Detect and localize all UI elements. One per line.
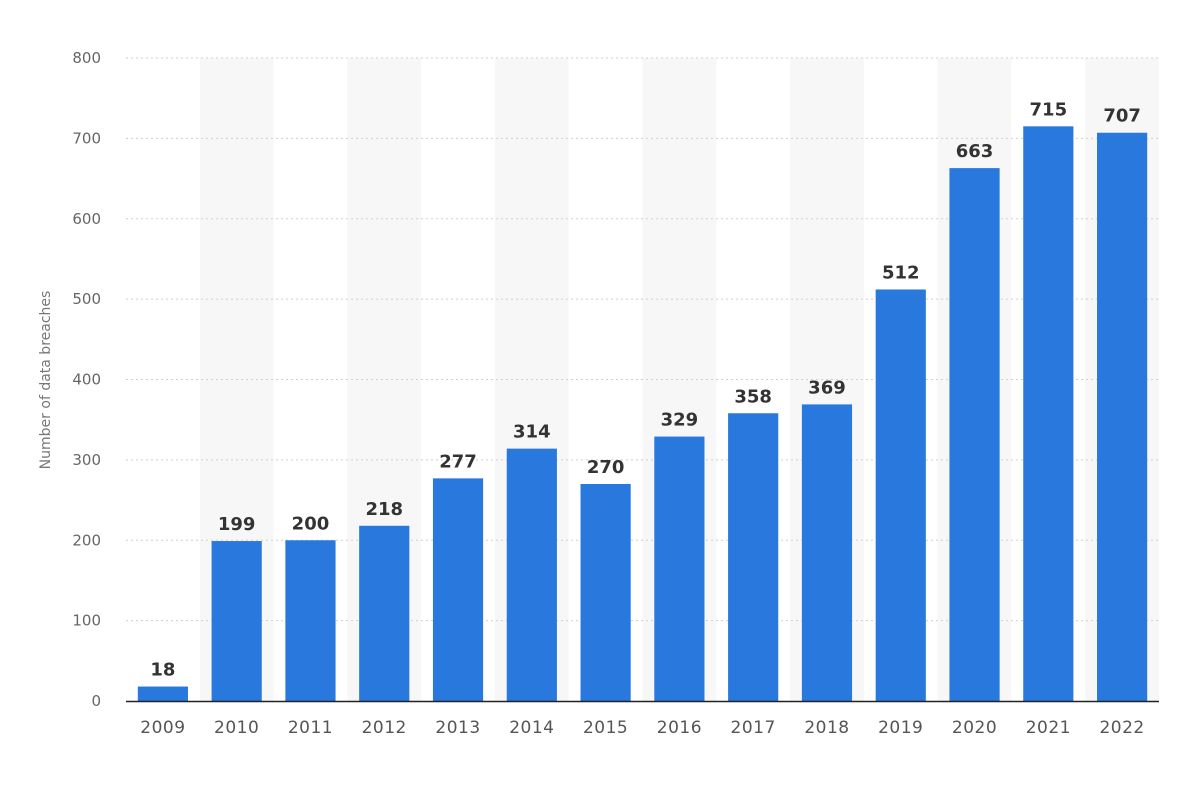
x-tick-label: 2018	[804, 718, 849, 738]
y-tick-label: 600	[72, 210, 101, 228]
bar[interactable]	[580, 483, 631, 701]
x-tick-label: 2020	[952, 718, 997, 738]
data-label: 199	[218, 514, 256, 535]
bar[interactable]	[506, 448, 557, 701]
y-tick-label: 800	[72, 49, 101, 67]
x-tick-label: 2021	[1026, 718, 1071, 738]
data-label: 329	[661, 410, 699, 431]
bar[interactable]	[432, 478, 484, 701]
bar[interactable]	[137, 686, 188, 701]
bar[interactable]	[1097, 132, 1148, 701]
y-tick-label: 0	[91, 692, 101, 710]
bar[interactable]	[211, 541, 262, 701]
y-axis-ticks: 0 100 200 300 400 500 600 700 800	[72, 49, 101, 710]
data-label: 512	[882, 262, 920, 283]
y-axis-label: Number of data breaches	[38, 291, 54, 470]
data-label: 715	[1030, 99, 1068, 120]
data-label: 314	[513, 422, 551, 443]
y-tick-label: 300	[72, 451, 101, 469]
bar[interactable]	[875, 289, 926, 701]
data-label: 200	[292, 513, 330, 534]
bar[interactable]	[949, 168, 1000, 701]
bar[interactable]	[359, 525, 410, 701]
y-tick-label: 400	[72, 371, 101, 389]
y-tick-label: 500	[72, 290, 101, 308]
x-tick-label: 2014	[509, 718, 554, 738]
x-tick-label: 2012	[362, 718, 407, 738]
x-tick-label: 2010	[214, 718, 259, 738]
y-tick-label: 100	[72, 612, 101, 630]
data-label: 270	[587, 457, 625, 478]
x-tick-label: 2017	[731, 718, 776, 738]
data-label: 277	[439, 451, 477, 472]
data-label: 707	[1103, 106, 1141, 127]
value-labels: 18 199 200 218 277 314 270 329 358 369 512 663 715 70…	[150, 99, 1141, 680]
bar[interactable]	[801, 404, 853, 701]
x-tick-label: 2009	[140, 718, 185, 738]
x-tick-label: 2016	[657, 718, 702, 738]
data-label: 218	[365, 499, 403, 520]
bar[interactable]	[1023, 126, 1074, 702]
x-axis-ticks: 2009 2010 2011 2012 2013 2014 2015 2016 2017 2018…	[140, 718, 1144, 738]
x-tick-label: 2013	[435, 718, 480, 738]
bar[interactable]	[285, 540, 336, 701]
data-label: 369	[808, 377, 846, 398]
bar[interactable]	[654, 436, 705, 701]
x-tick-label: 2022	[1099, 718, 1144, 738]
x-tick-label: 2019	[878, 718, 923, 738]
data-label: 18	[150, 660, 175, 681]
y-tick-label: 700	[72, 129, 101, 147]
x-tick-label: 2015	[583, 718, 628, 738]
x-tick-label: 2011	[288, 718, 333, 738]
data-label: 663	[956, 141, 994, 162]
bars	[137, 126, 1148, 702]
data-label: 358	[734, 386, 772, 407]
y-tick-label: 200	[72, 531, 101, 549]
bar[interactable]	[728, 413, 779, 701]
